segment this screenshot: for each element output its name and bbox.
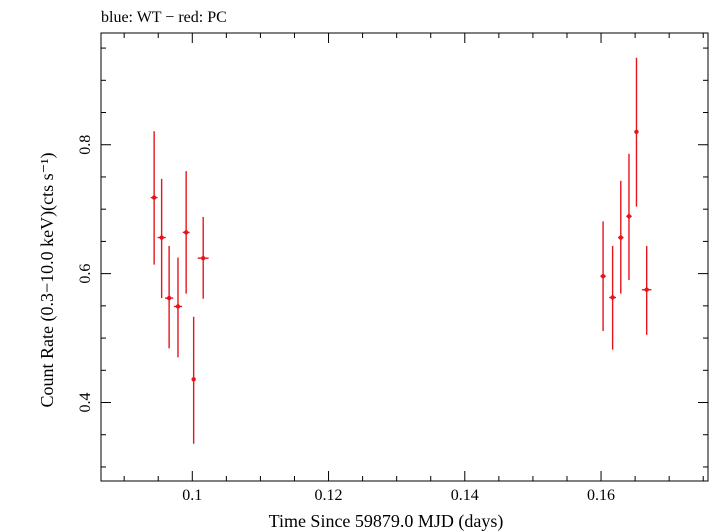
data-point: [626, 214, 632, 219]
x-tick-label: 0.12: [315, 487, 343, 504]
data-point: [166, 295, 172, 301]
chart-title: blue: WT − red: PC: [101, 9, 227, 26]
axis-tick-labels: 0.1 0.12 0.14 0.16 0.4 0.6 0.8: [77, 135, 615, 504]
data-point: [175, 304, 181, 309]
data-point: [151, 195, 157, 200]
plot-frame: [100, 32, 709, 482]
x-tick-label: 0.16: [587, 487, 615, 504]
axis-ticks: [101, 33, 708, 481]
data-point: [600, 274, 606, 279]
data-point: [183, 230, 189, 235]
x-tick-label: 0.14: [451, 487, 479, 504]
y-axis-title: Count Rate (0.3−10.0 keV)(cts s⁻¹): [37, 152, 58, 407]
data-series: [150, 57, 652, 444]
x-axis-title: Time Since 59879.0 MJD (days): [269, 511, 504, 532]
y-tick-label: 0.6: [77, 264, 94, 284]
data-point: [634, 129, 639, 135]
series-pc: [150, 57, 652, 444]
data-point: [191, 377, 196, 382]
data-point: [610, 295, 615, 300]
y-tick-label: 0.8: [77, 135, 94, 155]
data-point: [618, 235, 623, 240]
y-tick-label: 0.4: [77, 393, 94, 413]
data-point: [644, 287, 649, 292]
data-point: [159, 235, 164, 240]
x-tick-label: 0.1: [182, 487, 202, 504]
data-point: [200, 255, 206, 261]
